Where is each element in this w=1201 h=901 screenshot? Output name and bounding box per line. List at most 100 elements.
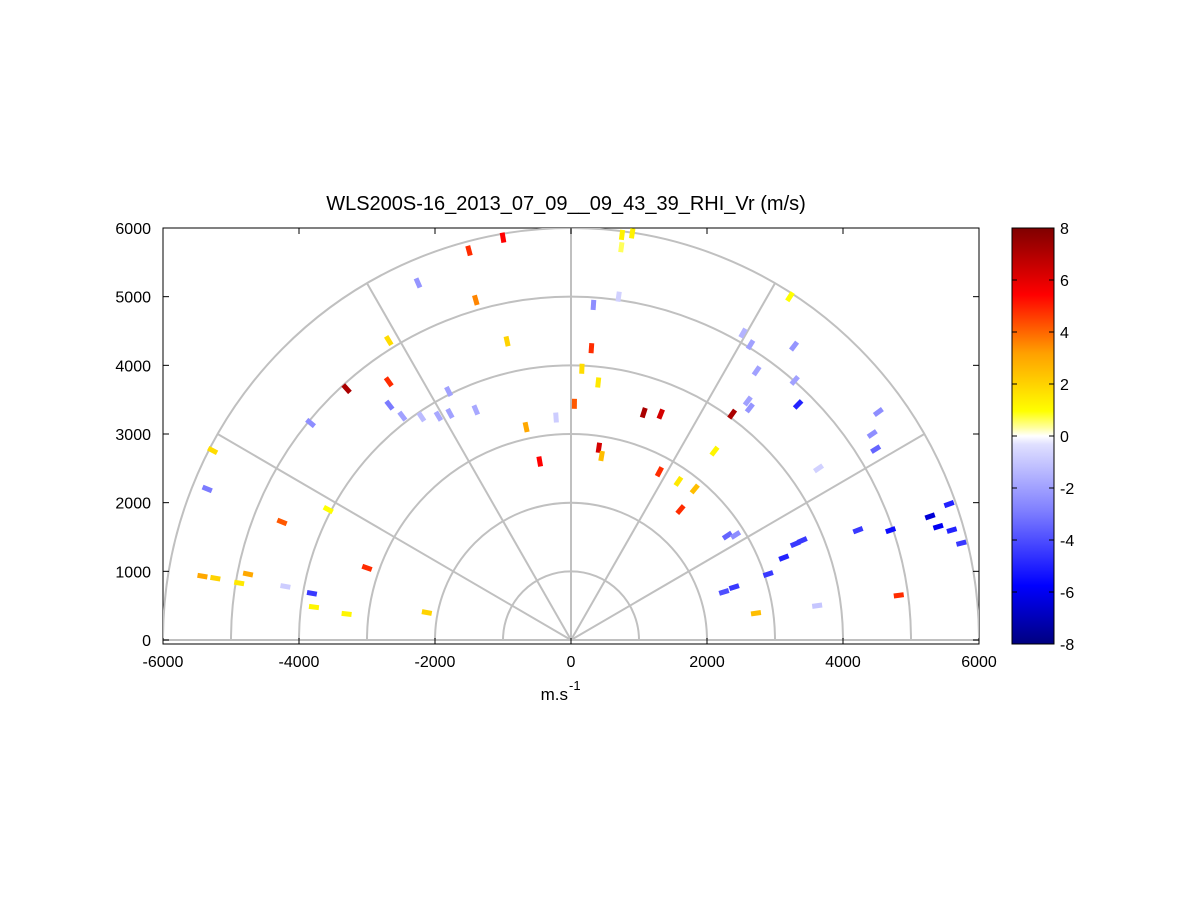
data-point: [792, 399, 804, 410]
data-point: [789, 340, 800, 352]
data-point: [727, 408, 738, 420]
data-point: [445, 407, 455, 419]
data-point: [579, 363, 585, 374]
data-point: [728, 583, 740, 592]
data-point: [210, 574, 221, 582]
angle-spoke: [217, 433, 572, 641]
colorbar: -8 -6 -4 -2 0 2 4 6 8: [1011, 221, 1074, 654]
data-point: [536, 456, 544, 467]
data-point: [893, 592, 905, 599]
data-point: [718, 588, 730, 596]
y-tick-label: 5000: [115, 290, 151, 307]
colorbar-tick-label: 6: [1060, 273, 1069, 290]
y-tick-label: 4000: [115, 358, 151, 375]
data-point: [721, 530, 733, 541]
data-point: [778, 553, 790, 562]
data-point: [870, 444, 882, 454]
data-point: [729, 530, 742, 540]
x-tick-label: 0: [567, 654, 576, 671]
data-point: [709, 445, 720, 457]
y-tick-label: 0: [142, 633, 151, 650]
colorbar-tick-label: -8: [1060, 637, 1074, 654]
data-points: [197, 228, 967, 617]
data-point: [413, 277, 423, 289]
data-point: [522, 421, 530, 433]
data-point: [201, 484, 213, 494]
data-point: [955, 539, 967, 547]
data-point: [383, 376, 394, 388]
data-point: [924, 512, 936, 521]
data-point: [762, 570, 774, 579]
data-point: [932, 522, 944, 531]
x-tick-label: 4000: [825, 654, 861, 671]
data-point: [341, 383, 352, 395]
x-tick-label: -2000: [415, 654, 456, 671]
data-point: [745, 339, 756, 351]
data-point: [242, 570, 254, 578]
x-tick-label: 2000: [689, 654, 725, 671]
data-point: [384, 335, 394, 347]
data-point: [811, 602, 823, 609]
y-tick-label: 1000: [115, 564, 151, 581]
x-axis-label-superscript: -1: [569, 678, 581, 693]
x-axis-label: m.s: [541, 685, 568, 704]
data-point: [654, 466, 664, 478]
data-point: [503, 335, 511, 347]
data-point: [421, 609, 433, 616]
data-point: [471, 404, 481, 416]
angle-spoke: [570, 282, 776, 641]
x-tick-label: 6000: [961, 654, 997, 671]
data-point: [233, 579, 245, 587]
data-point: [785, 291, 795, 303]
data-point: [322, 504, 334, 515]
x-tick-label: -6000: [143, 654, 184, 671]
colorbar-tick-label: 8: [1060, 221, 1069, 238]
data-point: [673, 475, 684, 487]
data-point: [852, 526, 864, 535]
data-point: [384, 399, 395, 411]
colorbar-tick-label: -6: [1060, 585, 1074, 602]
data-point: [571, 398, 577, 409]
data-point: [280, 583, 291, 590]
data-point: [397, 410, 408, 422]
data-point: [416, 411, 427, 423]
data-point: [656, 408, 665, 420]
data-point: [943, 500, 955, 509]
data-point: [472, 294, 480, 306]
data-point: [750, 610, 762, 617]
data-point: [499, 232, 507, 243]
y-tick-label: 6000: [115, 221, 151, 238]
data-point: [744, 402, 755, 414]
data-point: [444, 385, 454, 398]
data-point: [588, 343, 595, 354]
colorbar-tick-label: 4: [1060, 325, 1069, 342]
data-point: [615, 291, 622, 302]
data-point: [618, 241, 625, 253]
data-point: [207, 445, 219, 456]
data-point: [197, 572, 208, 580]
data-point: [553, 412, 559, 423]
data-point: [618, 229, 626, 241]
data-point: [689, 483, 700, 495]
data-point: [796, 536, 808, 545]
angle-spoke: [366, 282, 572, 641]
data-point: [305, 417, 317, 429]
data-point: [590, 299, 597, 311]
data-point: [812, 463, 825, 474]
data-point: [308, 603, 320, 611]
angle-spoke: [570, 433, 925, 641]
data-point: [341, 610, 352, 617]
colorbar-gradient: [1011, 227, 1055, 645]
colorbar-ticks: -8 -6 -4 -2 0 2 4 6 8: [1012, 221, 1074, 654]
colorbar-tick-label: 0: [1060, 429, 1069, 446]
data-point: [742, 395, 753, 407]
y-tick-label: 3000: [115, 427, 151, 444]
colorbar-tick-label: -4: [1060, 533, 1074, 550]
x-axis-label-base: m.s: [541, 685, 568, 704]
data-point: [946, 526, 958, 534]
data-point: [595, 377, 602, 388]
chart-title: WLS200S-16_2013_07_09__09_43_39_RHI_Vr (…: [326, 193, 806, 215]
data-point: [751, 365, 762, 377]
data-point: [789, 375, 800, 386]
data-point: [276, 517, 288, 527]
